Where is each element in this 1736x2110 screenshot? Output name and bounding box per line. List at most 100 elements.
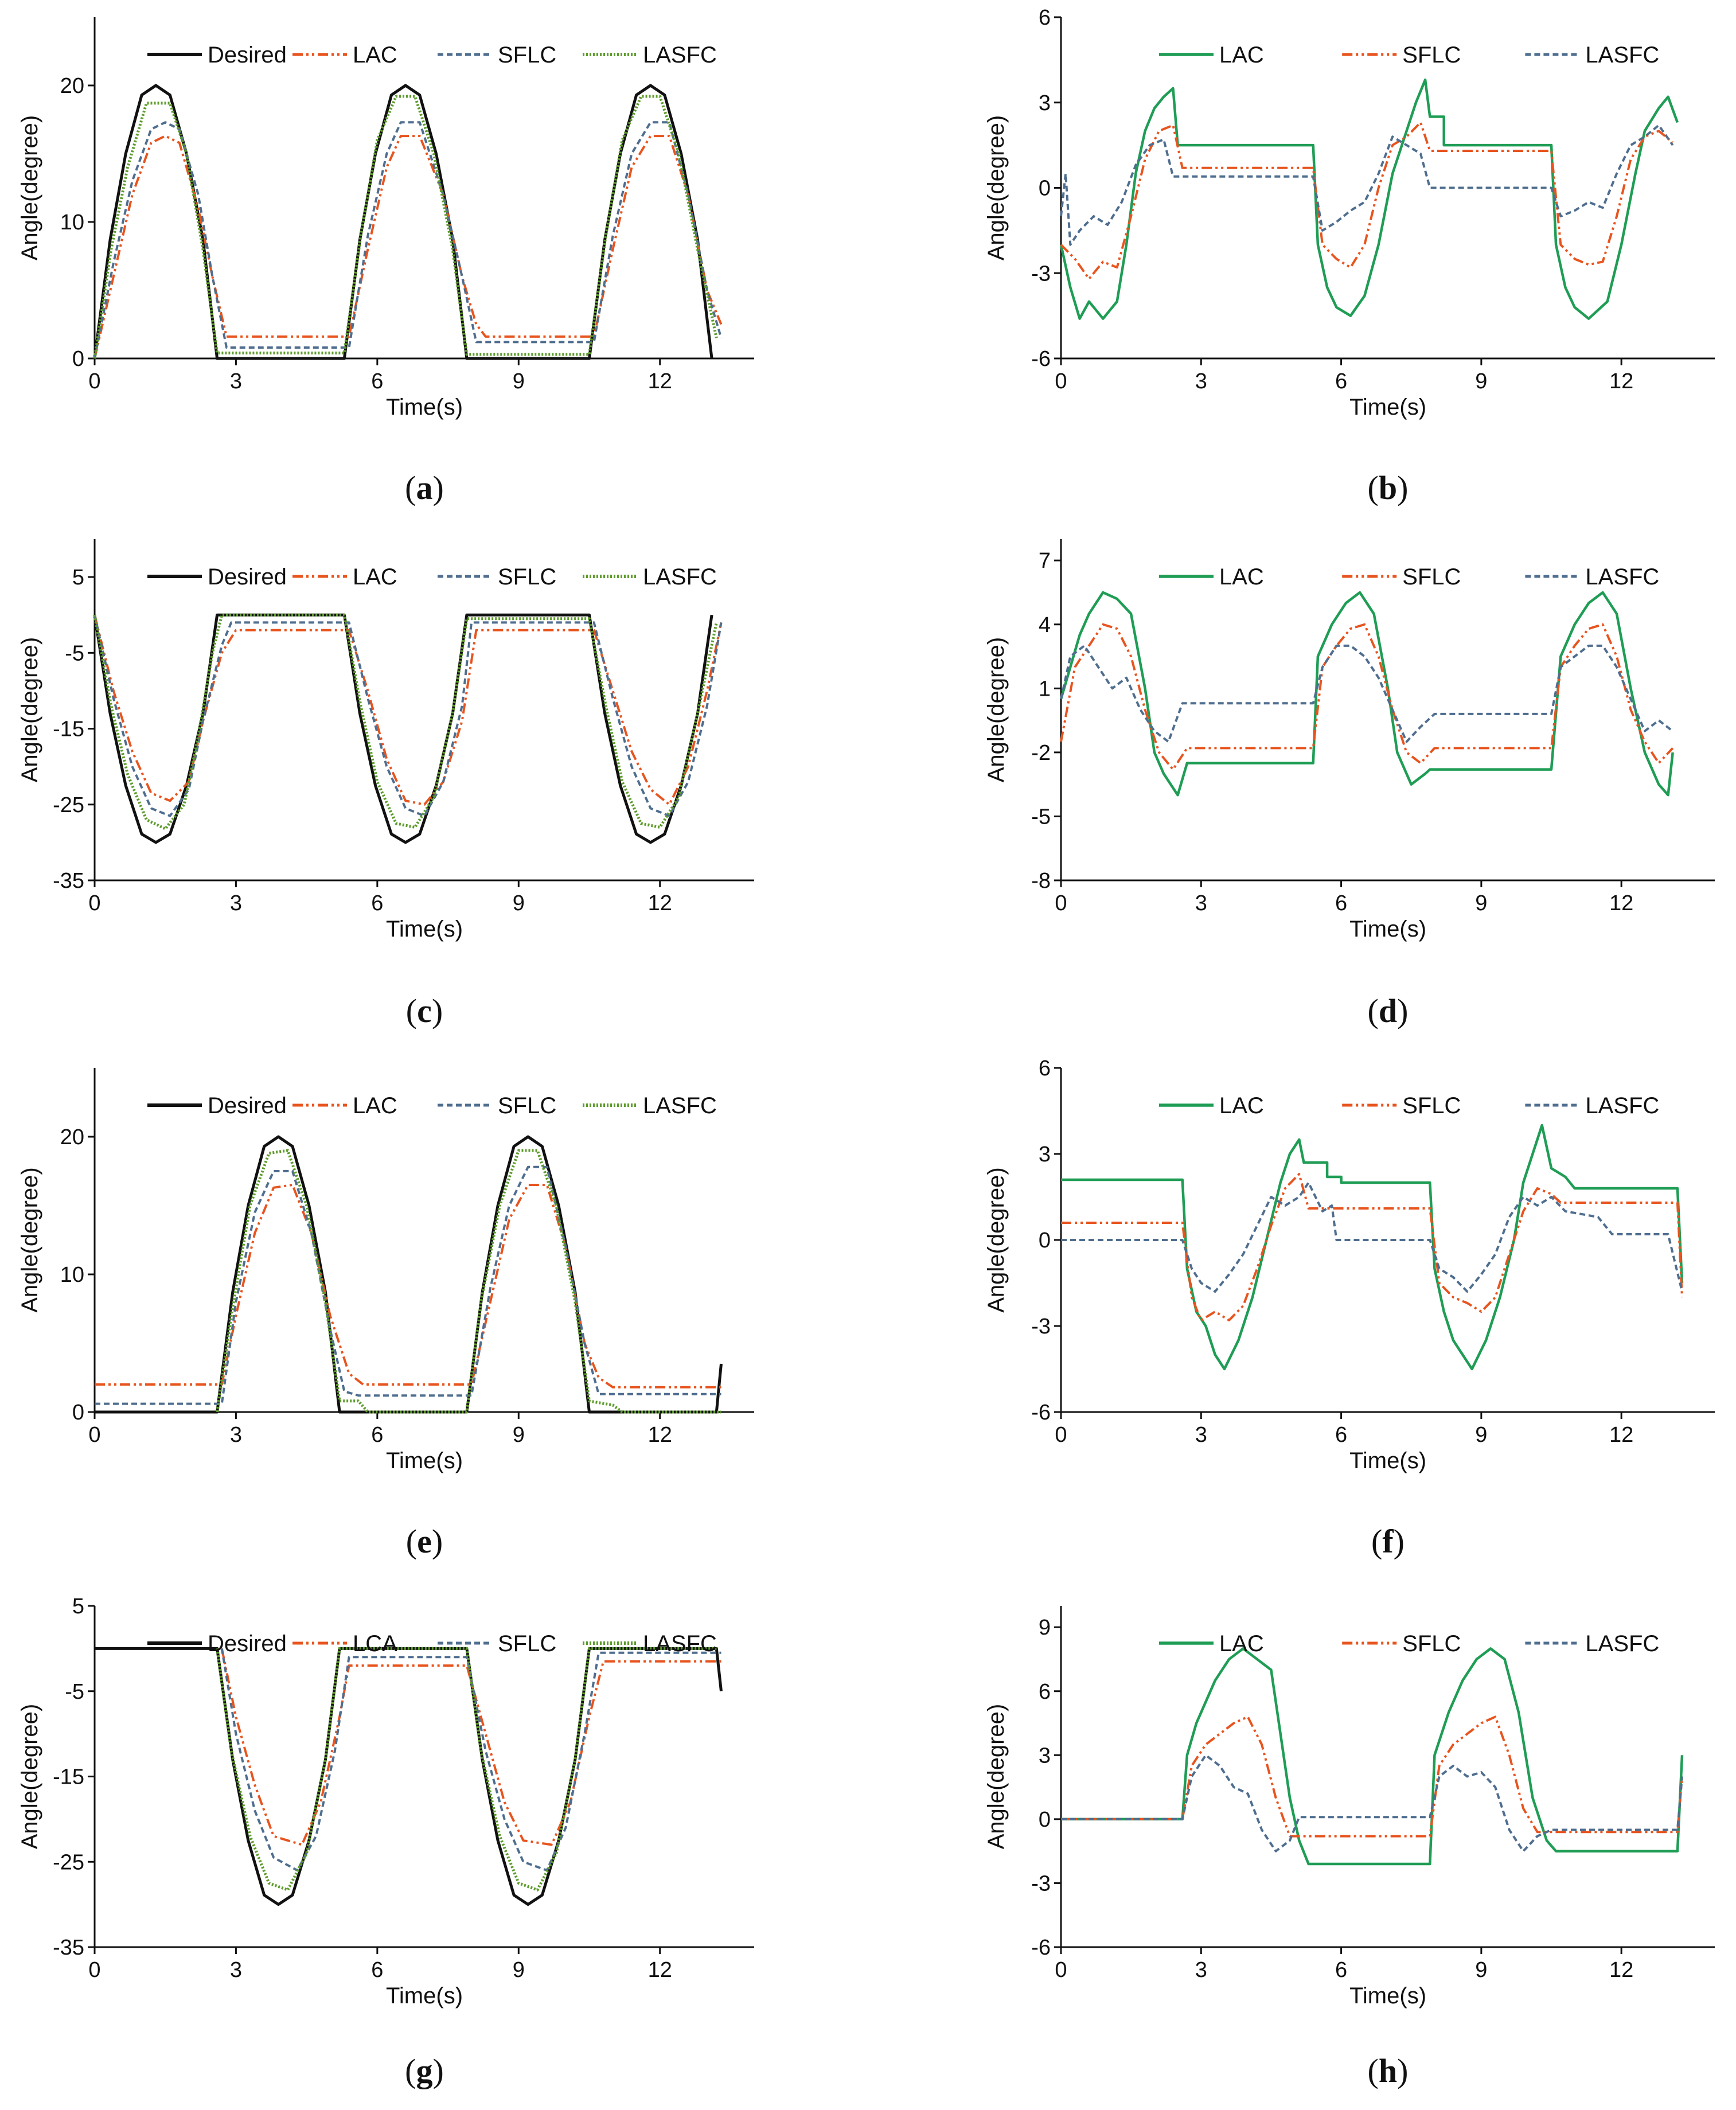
x-tick-label: 9 (1475, 1958, 1487, 1982)
y-tick-label: -35 (53, 869, 84, 893)
x-tick-label: 3 (230, 1958, 242, 1982)
y-tick-label: 0 (72, 347, 84, 371)
x-tick-label: 6 (371, 369, 383, 393)
x-tick-label: 6 (371, 1958, 383, 1982)
series-line-lasfc (1060, 124, 1674, 246)
legend-label-lac: LAC (353, 564, 397, 590)
y-axis-label: Angle(degree) (17, 115, 42, 261)
x-tick-label: 9 (1475, 891, 1487, 915)
x-tick-label: 6 (1335, 891, 1347, 915)
chart-panel-d: 0 3 6 9 12 -8 -5 -2 1 4 7 Time(s) Angle(degree) LAC SF… (984, 539, 1715, 1029)
series-line-lac (95, 1184, 721, 1389)
legend-label-lac: LAC (353, 42, 397, 68)
y-tick-label: -2 (1031, 741, 1051, 765)
series-line-lasfc (1061, 1754, 1683, 1852)
x-tick-label: 0 (1055, 891, 1067, 915)
y-tick-label: 3 (1039, 1142, 1051, 1167)
y-tick-label: 6 (1039, 1056, 1051, 1081)
y-tick-label: 10 (60, 210, 84, 235)
x-tick-label: 0 (88, 1958, 100, 1982)
x-tick-label: 9 (513, 891, 525, 915)
legend-label-lasfc: LASFC (643, 1631, 717, 1656)
y-tick-label: 9 (1039, 1616, 1051, 1640)
legend-label-sflc: SFLC (498, 1631, 556, 1656)
y-tick-label: -6 (1031, 1401, 1051, 1425)
y-tick-label: 6 (1039, 6, 1051, 30)
series-line-lasfc (1060, 644, 1673, 743)
y-tick-label: 20 (60, 1125, 84, 1149)
legend-label-sflc: SFLC (498, 42, 556, 68)
x-tick-label: 12 (648, 1958, 672, 1982)
x-tick-label: 3 (1195, 891, 1207, 915)
x-tick-label: 9 (513, 1423, 525, 1447)
y-tick-label: -5 (1031, 805, 1051, 829)
legend-label-sflc: SFLC (1402, 1631, 1461, 1656)
legend-label-desired: Desired (208, 1631, 287, 1656)
y-tick-label: 5 (72, 1594, 84, 1618)
series-line-lac (1061, 1124, 1684, 1371)
y-tick-label: 6 (1039, 1680, 1051, 1704)
y-tick-label: 3 (1039, 91, 1051, 115)
x-tick-label: 12 (1609, 891, 1633, 915)
legend-label-lca: LCA (353, 1631, 397, 1656)
chart-panel-h: 0 3 6 9 12 -6 -3 0 3 6 9 Time(s) Angle(degree) LAC SFL… (984, 1606, 1715, 2089)
x-axis-label: Time(s) (386, 1983, 463, 2008)
panel-caption: (g) (405, 2052, 444, 2089)
legend-label-lasfc: LASFC (1585, 564, 1659, 590)
y-tick-label: 0 (1039, 1808, 1051, 1832)
y-tick-label: -8 (1031, 869, 1051, 893)
y-tick-label: 20 (60, 74, 84, 98)
y-axis-label: Angle(degree) (984, 115, 1009, 261)
series-line-desired (93, 84, 713, 360)
x-tick-label: 0 (1055, 1423, 1067, 1447)
series-line-sflc (95, 1165, 721, 1405)
x-tick-label: 0 (88, 891, 100, 915)
series-line-lasfc (216, 1647, 717, 1891)
y-tick-label: -25 (53, 1850, 84, 1874)
y-tick-label: -3 (1031, 262, 1051, 286)
legend-label-desired: Desired (208, 564, 287, 590)
x-tick-label: 0 (1055, 369, 1067, 393)
y-tick-label: 7 (1039, 549, 1051, 573)
legend-label-sflc: SFLC (1402, 1093, 1461, 1118)
x-tick-label: 12 (648, 369, 672, 393)
x-tick-label: 6 (1335, 1423, 1347, 1447)
legend-label-sflc: SFLC (1402, 42, 1461, 68)
x-axis-label: Time(s) (1349, 395, 1426, 420)
legend-label-sflc: SFLC (1402, 564, 1461, 590)
x-tick-label: 3 (1195, 369, 1207, 393)
x-tick-label: 6 (1335, 1958, 1347, 1982)
y-tick-label: 5 (72, 565, 84, 590)
x-axis-label: Time(s) (1349, 916, 1426, 942)
series-line-sflc (1061, 1715, 1683, 1838)
panel-caption: (c) (406, 992, 443, 1029)
y-tick-label: -5 (65, 1680, 84, 1704)
x-tick-label: 3 (1195, 1958, 1207, 1982)
x-tick-label: 12 (1609, 1958, 1633, 1982)
x-tick-label: 0 (88, 1423, 100, 1447)
panel-caption: (a) (405, 469, 444, 506)
x-tick-label: 6 (371, 891, 383, 915)
series-line-sflc (1061, 1173, 1683, 1321)
chart-panel-g: 0 3 6 9 12 -35 -25 -15 -5 5 Time(s) Angle(degree) De… (17, 1594, 754, 2089)
legend-label-lasfc: LASFC (1585, 42, 1659, 68)
series-line-lasfc (216, 1149, 721, 1414)
legend-label-sflc: SFLC (498, 1093, 556, 1118)
series-line-lasfc (93, 613, 718, 830)
y-tick-label: 4 (1039, 613, 1051, 637)
series-line-lac (1059, 591, 1674, 797)
y-tick-label: -5 (65, 641, 84, 665)
x-tick-label: 6 (1335, 369, 1347, 393)
y-tick-label: 0 (1039, 177, 1051, 201)
y-axis-label: Angle(degree) (984, 1704, 1009, 1850)
panel-caption: (f) (1371, 1523, 1405, 1560)
series-line-desired (93, 613, 713, 844)
y-tick-label: 3 (1039, 1744, 1051, 1768)
chart-panel-a: 0 3 6 9 12 0 10 20 Time(s) Angle(degree) Desired LA… (17, 17, 754, 506)
series-line-sflc (1060, 121, 1673, 280)
legend-label-lac: LAC (1219, 42, 1264, 68)
legend-label-lasfc: LASFC (1585, 1093, 1659, 1118)
x-tick-label: 3 (230, 1423, 242, 1447)
series-line-lac (93, 135, 723, 359)
